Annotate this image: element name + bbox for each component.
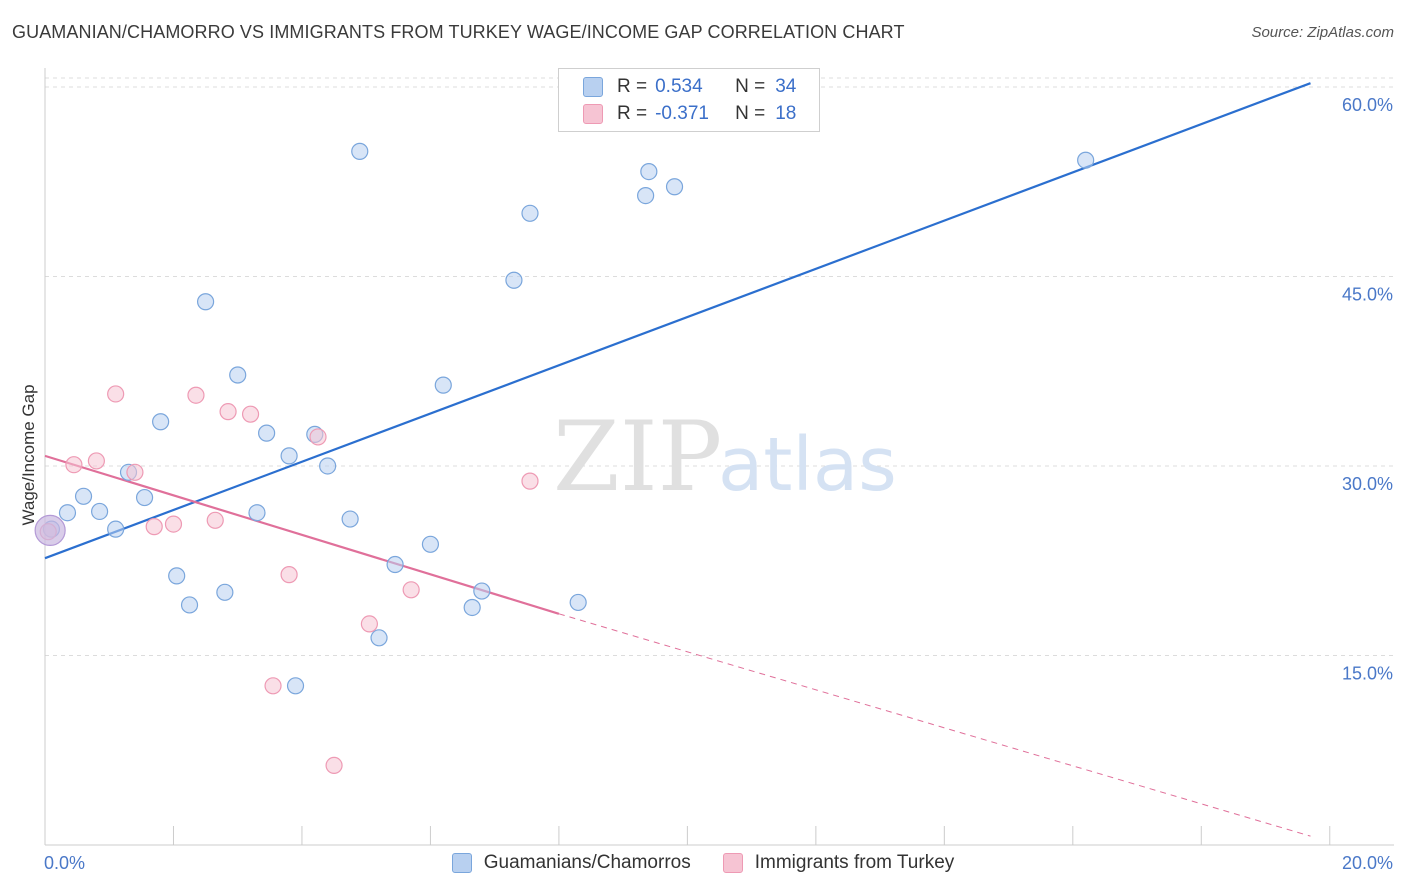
legend-swatch-pink (583, 104, 603, 124)
point-guamanians (152, 413, 170, 431)
point-guamanians (1077, 151, 1095, 169)
point-guamanians (248, 504, 266, 522)
point-turkey (164, 515, 183, 533)
x-tick-label: 20.0% (1342, 853, 1393, 873)
point-guamanians (521, 204, 539, 222)
point-guamanians (229, 366, 247, 384)
point-guamanians (91, 502, 109, 521)
point-guamanians (196, 293, 215, 311)
point-turkey (145, 518, 163, 536)
legend-n-value: 18 (775, 103, 797, 124)
data-points (34, 142, 1095, 775)
point-guamanians (351, 142, 369, 160)
point-turkey (187, 386, 205, 404)
trend-lines (44, 82, 1311, 837)
trend-line-turkey-extrapolated (558, 613, 1311, 837)
point-guamanians (637, 187, 655, 205)
point-guamanians (216, 583, 234, 601)
point-guamanians (569, 593, 587, 612)
legend-swatch-blue (451, 853, 472, 873)
point-guamanians (434, 376, 452, 394)
point-guamanians (286, 677, 305, 695)
point-guamanians (180, 596, 199, 614)
point-turkey (219, 403, 237, 421)
legend-item-turkey: Immigrants from Turkey (722, 852, 955, 874)
trend-line-guamanians (44, 82, 1311, 560)
y-tick-label: 60.0% (1342, 95, 1393, 115)
point-guamanians (341, 510, 359, 528)
axes (44, 68, 1394, 846)
point-guamanians (58, 504, 77, 522)
gridlines (45, 77, 1394, 656)
point-guamanians (135, 488, 154, 507)
point-turkey (107, 385, 125, 403)
legend-r-label: R = (617, 76, 648, 97)
point-turkey (126, 463, 144, 481)
point-guamanians (421, 535, 440, 553)
point-guamanians (168, 567, 186, 585)
legend-label-turkey: Immigrants from Turkey (754, 852, 955, 873)
correlation-legend: R = 0.534 N = 34 R = -0.371 N = 18 (558, 68, 820, 132)
watermark-atlas: atlas (718, 422, 897, 508)
tick-labels: 15.0% 30.0% 45.0% 60.0% 0.0% 20.0% (44, 95, 1393, 873)
legend-r-value: 0.534 (655, 76, 703, 97)
point-turkey (87, 452, 105, 470)
point-turkey (309, 428, 327, 446)
y-tick-label: 15.0% (1342, 663, 1393, 683)
legend-n-label: N = (735, 76, 766, 97)
legend-label-guamanians: Guamanians/Chamorros (483, 852, 691, 873)
point-turkey (325, 756, 343, 775)
point-turkey (360, 615, 379, 633)
x-tick-label: 0.0% (44, 853, 85, 873)
point-turkey (65, 456, 83, 474)
watermark-zip: ZIP (553, 401, 722, 513)
y-tick-label: 30.0% (1342, 474, 1393, 494)
legend-swatch-pink (722, 853, 743, 873)
point-turkey (264, 677, 282, 695)
trend-line-turkey (44, 454, 560, 615)
point-turkey (241, 405, 260, 423)
point-guamanians (370, 629, 388, 647)
point-guamanians (107, 520, 125, 538)
point-turkey (280, 566, 298, 584)
point-guamanians (386, 555, 404, 574)
legend-r-value: -0.371 (655, 103, 709, 124)
legend-n-value: 34 (775, 76, 797, 97)
point-guamanians (319, 457, 337, 475)
point-guamanians (258, 424, 276, 442)
point-turkey (521, 472, 539, 490)
legend-row-pink: R = -0.371 N = 18 (583, 102, 796, 126)
series-legend: Guamanians/Chamorros Immigrants from Tur… (0, 852, 1406, 874)
legend-swatch-blue (583, 77, 603, 97)
y-tick-label: 45.0% (1342, 284, 1393, 304)
point-guamanians (463, 598, 481, 617)
point-turkey (206, 511, 224, 529)
legend-r-label: R = (617, 103, 648, 124)
y-axis-label: Wage/Income Gap (19, 384, 38, 525)
legend-item-guamanians: Guamanians/Chamorros (451, 852, 691, 874)
chart-title: GUAMANIAN/CHAMORRO VS IMMIGRANTS FROM TU… (12, 22, 905, 42)
point-guamanians (74, 487, 93, 505)
point-guamanians (280, 447, 298, 465)
point-cluster (34, 514, 66, 547)
point-guamanians (665, 178, 684, 196)
legend-n-label: N = (735, 103, 766, 124)
legend-row-blue: R = 0.534 N = 34 (583, 75, 796, 99)
source-label: Source: ZipAtlas.com (1251, 24, 1394, 41)
watermark: ZIP atlas (553, 401, 897, 513)
point-turkey (402, 581, 420, 599)
point-guamanians (473, 582, 491, 600)
point-guamanians (640, 163, 658, 181)
point-guamanians (505, 271, 523, 289)
